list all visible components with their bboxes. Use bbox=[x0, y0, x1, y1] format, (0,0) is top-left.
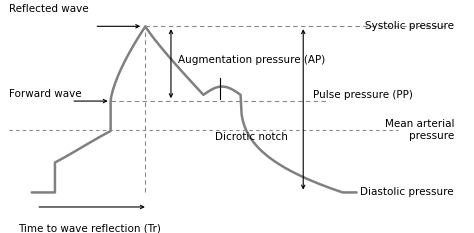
Text: Systolic pressure: Systolic pressure bbox=[365, 21, 454, 31]
Text: Mean arterial
pressure: Mean arterial pressure bbox=[384, 119, 454, 141]
Text: Augmentation pressure (AP): Augmentation pressure (AP) bbox=[178, 55, 325, 65]
Text: Forward wave: Forward wave bbox=[9, 89, 81, 99]
Text: Reflected wave: Reflected wave bbox=[9, 4, 88, 14]
Text: Dicrotic notch: Dicrotic notch bbox=[215, 132, 288, 142]
Text: Diastolic pressure: Diastolic pressure bbox=[360, 187, 454, 197]
Text: Pulse pressure (PP): Pulse pressure (PP) bbox=[312, 90, 412, 100]
Text: Time to wave reflection (Tr): Time to wave reflection (Tr) bbox=[18, 224, 161, 233]
